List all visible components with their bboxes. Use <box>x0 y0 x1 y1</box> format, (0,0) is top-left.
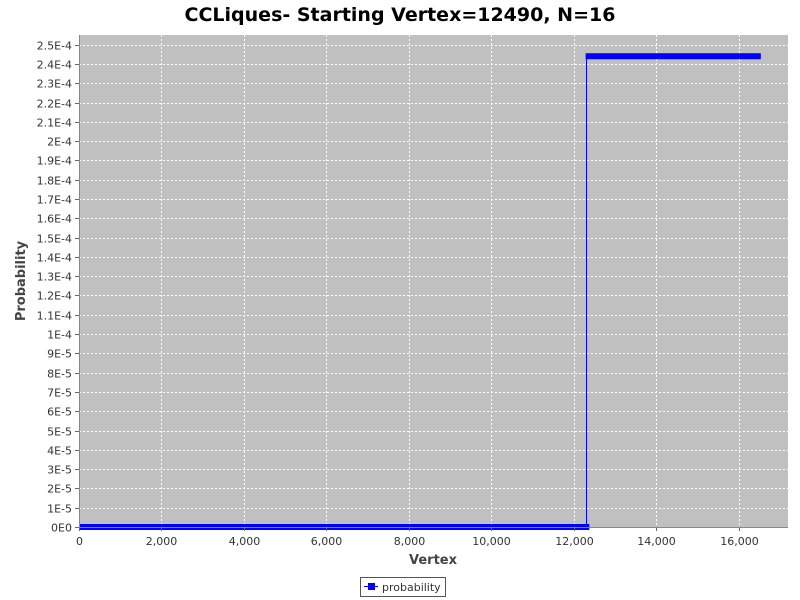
y-tick-label: 9E-5 <box>47 348 72 361</box>
x-tick-label: 16,000 <box>720 535 759 548</box>
y-tick-label: 0E0 <box>51 522 72 535</box>
x-tick-label: 4,000 <box>229 535 261 548</box>
y-tick-label: 5E-5 <box>47 426 72 439</box>
chart-title: CCLiques- Starting Vertex=12490, N=16 <box>185 4 616 26</box>
y-axis: 0E0 1E-5 2E-5 3E-5 4E-5 5E-5 6E-5 7E-5 8E-5 9E-5 1… <box>37 35 80 535</box>
y-tick-label: 4E-5 <box>47 445 72 458</box>
y-tick-label: 8E-5 <box>47 368 72 381</box>
y-tick-label: 2E-4 <box>47 136 72 149</box>
y-tick-label: 2E-5 <box>47 483 72 496</box>
y-tick-label: 1.6E-4 <box>37 213 72 226</box>
legend-swatch-icon <box>364 582 378 592</box>
y-tick-label: 2.3E-4 <box>37 78 72 91</box>
x-tick-label: 6,000 <box>311 535 343 548</box>
y-tick-label: 1E-5 <box>47 503 72 516</box>
y-tick-label: 1.8E-4 <box>37 175 72 188</box>
y-tick-label: 2.5E-4 <box>37 40 72 53</box>
plot-area <box>79 35 788 527</box>
legend: probability <box>360 577 446 597</box>
series-segment <box>585 53 761 60</box>
y-tick-label: 1.4E-4 <box>37 252 72 265</box>
y-tick-label: 3E-5 <box>47 464 72 477</box>
y-tick-label: 7E-5 <box>47 387 72 400</box>
y-tick-label: 2.1E-4 <box>37 117 72 130</box>
y-axis-label: Probability <box>14 240 29 321</box>
x-axis-label: Vertex <box>409 553 458 568</box>
y-tick-label: 2.2E-4 <box>37 98 72 111</box>
x-tick-label: 14,000 <box>637 535 676 548</box>
x-tick-label: 0 <box>76 535 83 548</box>
y-tick-label: 1.1E-4 <box>37 310 72 323</box>
y-tick-label: 2.4E-4 <box>37 59 72 72</box>
x-tick-label: 2,000 <box>146 535 178 548</box>
x-tick-label: 8,000 <box>394 535 426 548</box>
y-tick-label: 1.9E-4 <box>37 155 72 168</box>
y-tick-label: 1.7E-4 <box>37 194 72 207</box>
y-tick-label: 6E-5 <box>47 406 72 419</box>
x-tick-label: 10,000 <box>472 535 511 548</box>
legend-label: probability <box>382 580 441 594</box>
x-tick-label: 12,000 <box>555 535 594 548</box>
y-tick-label: 1E-4 <box>47 329 72 342</box>
x-axis: 0 2,000 4,000 6,000 8,000 10,000 12,000 14,000 1… <box>76 527 788 548</box>
y-tick-label: 1.5E-4 <box>37 233 72 246</box>
y-tick-label: 1.3E-4 <box>37 271 72 284</box>
y-tick-label: 1.2E-4 <box>37 290 72 303</box>
